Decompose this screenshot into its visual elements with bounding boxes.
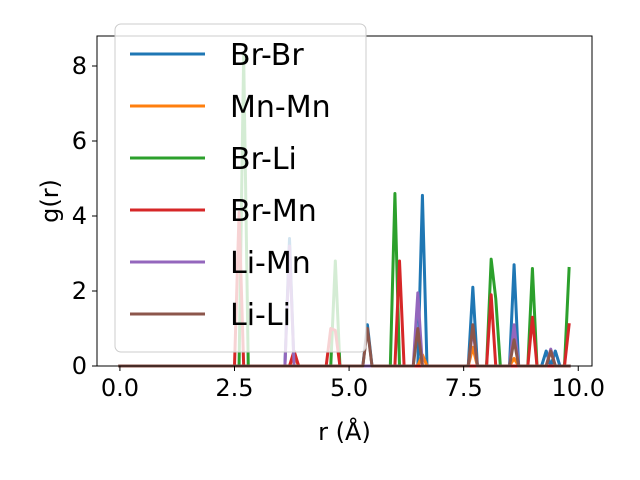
legend-label-br-mn: Br-Mn — [230, 194, 317, 229]
x-tick-label: 0.0 — [101, 374, 139, 402]
legend-label-br-li: Br-Li — [230, 142, 297, 177]
x-ticks: 0.0 2.5 5.0 7.5 10.0 — [101, 366, 605, 402]
x-tick-label: 7.5 — [445, 374, 483, 402]
y-tick-label: 2 — [72, 277, 87, 305]
y-tick-label: 0 — [72, 352, 87, 380]
x-tick-label: 2.5 — [215, 374, 253, 402]
legend-label-br-br: Br-Br — [230, 38, 304, 73]
legend-label-li-li: Li-Li — [230, 298, 291, 333]
y-tick-label: 4 — [72, 202, 87, 230]
legend-label-mn-mn: Mn-Mn — [230, 90, 331, 125]
y-tick-label: 8 — [72, 52, 87, 80]
x-tick-label: 10.0 — [552, 374, 605, 402]
y-ticks: 0 2 4 6 8 — [72, 52, 97, 380]
legend: Br-Br Mn-Mn Br-Li Br-Mn Li-Mn Li-Li — [114, 23, 367, 353]
legend-items: Br-Br Mn-Mn Br-Li Br-Mn Li-Mn Li-Li — [130, 38, 331, 333]
y-tick-label: 6 — [72, 127, 87, 155]
x-tick-label: 5.0 — [330, 374, 368, 402]
y-axis-label: g(r) — [36, 179, 64, 223]
legend-label-li-mn: Li-Mn — [230, 246, 311, 281]
x-axis-label: r (Å) — [318, 417, 371, 446]
